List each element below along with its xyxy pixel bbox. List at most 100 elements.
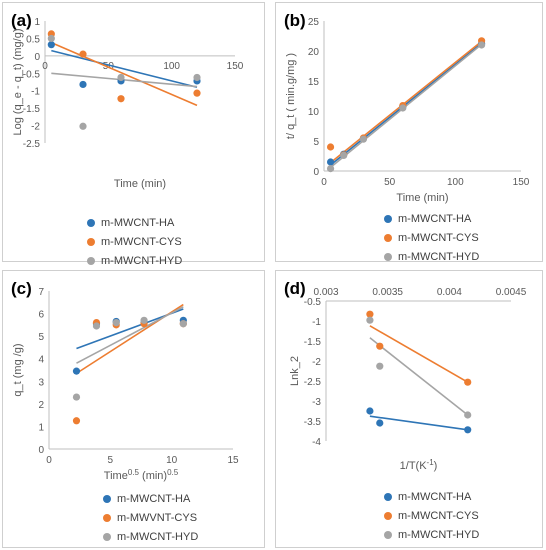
legend-item: m-MWCNT-HYD — [384, 247, 479, 266]
y-axis-title: Lnk_2 — [289, 356, 301, 386]
x-tick-label: 0.003 — [313, 287, 338, 298]
legend-marker — [384, 214, 392, 223]
legend-marker — [103, 513, 111, 522]
legend-label: m-MWCNT-HYD — [398, 528, 480, 541]
x-axis-title-part: Time — [104, 470, 128, 482]
chart-panel-c: 7 6 5 4 3 2 1 0 0 5 10 15 q_t (mg /g) Time0.5 (min)0.… — [2, 270, 265, 548]
legend-item: m-MWCNT-HA — [87, 213, 182, 232]
data-point — [366, 310, 374, 318]
y-tick-label: 20 — [308, 47, 320, 58]
data-point — [326, 143, 335, 151]
data-point — [72, 417, 81, 425]
chart-a-svg: 10.50-0.5-1-1.5-2-2.5050100150Log (q_e -… — [12, 17, 244, 190]
y-tick-label: 0 — [38, 445, 44, 456]
data-point — [79, 122, 87, 130]
data-point — [179, 320, 187, 328]
y-tick-label: 10 — [308, 107, 320, 118]
legend-label: m-MWCNT-HYD — [117, 530, 199, 543]
legend-label: m-MWCNT-HA — [101, 216, 175, 229]
y-tick-label: -3.5 — [304, 417, 322, 428]
legend-label: m-MWCNT-CYS — [398, 509, 479, 522]
legend-item: m-MWCNT-HYD — [87, 251, 182, 270]
data-point — [72, 393, 81, 401]
legend-item: m-MWCNT-CYS — [384, 506, 479, 525]
chart-panel-b: 25 20 15 10 5 0 0 50 100 150 t/ q_t ( min.g/mg ) Ti… — [275, 2, 543, 263]
y-tick-label: -4 — [312, 437, 321, 448]
data-point — [366, 407, 374, 415]
legend-item: m-MWCNT-HA — [103, 489, 198, 508]
x-tick-label: 15 — [227, 455, 239, 466]
y-tick-label: -2.5 — [23, 139, 41, 150]
legend-item: m-MWCNT-HYD — [103, 527, 198, 546]
y-tick-label: -2 — [312, 357, 321, 368]
y-tick-label: 0 — [34, 52, 40, 63]
data-point — [376, 419, 384, 427]
legend-item: m-MWCNT-HYD — [384, 525, 479, 544]
y-axis-title: q_t (mg /g) — [12, 343, 24, 396]
legend-label: m-MWVNT-CYS — [117, 511, 198, 524]
x-axis-title: 1/T(K-1) — [400, 458, 438, 472]
y-tick-label: -0.5 — [304, 297, 322, 308]
data-point — [464, 426, 472, 434]
legend-marker — [384, 492, 392, 501]
legend-marker — [384, 233, 392, 242]
x-tick-label: 100 — [447, 177, 464, 188]
data-point — [193, 89, 201, 97]
data-point — [399, 104, 407, 112]
x-axis-title: Time (min) — [396, 192, 448, 204]
legend-marker — [103, 494, 111, 503]
trendline — [51, 41, 198, 107]
panel-label: (a) — [11, 11, 32, 30]
trendline — [369, 337, 469, 416]
data-point — [359, 135, 367, 143]
data-point — [193, 73, 201, 82]
x-tick-label: 150 — [227, 61, 244, 72]
legend-marker — [384, 511, 392, 520]
x-tick-label: 0.0045 — [496, 287, 527, 298]
y-tick-label: -1.5 — [23, 104, 41, 115]
data-point — [376, 342, 384, 350]
y-tick-label: 6 — [38, 310, 44, 321]
x-tick-label: 0 — [46, 455, 52, 466]
data-point — [79, 50, 87, 58]
data-point — [47, 41, 55, 49]
legend-item: m-MWCNT-CYS — [87, 232, 182, 251]
x-tick-label: 10 — [166, 455, 178, 466]
x-tick-label: 100 — [163, 61, 180, 72]
data-point — [92, 322, 101, 330]
chart-panel-a: 10.50-0.5-1-1.5-2-2.5050100150Log (q_e -… — [2, 2, 265, 267]
y-tick-label: -2 — [31, 122, 40, 133]
y-tick-label: 15 — [308, 77, 320, 88]
y-axis-title: t/ q_t ( min.g/mg ) — [285, 53, 297, 139]
data-point — [478, 41, 486, 49]
x-tick-label: 5 — [108, 455, 114, 466]
y-tick-label: -3 — [312, 397, 321, 408]
data-point — [112, 319, 120, 327]
x-axis-title-part: 1/T(K — [400, 460, 428, 472]
legend-label: m-MWCNT-HA — [398, 490, 472, 503]
panel-label: (c) — [11, 279, 32, 298]
trendline — [330, 40, 483, 164]
legend-label: m-MWCNT-HYD — [101, 254, 183, 267]
x-tick-label: 50 — [384, 177, 396, 188]
x-axis-title: Time (min) — [114, 178, 166, 190]
y-tick-label: 1 — [34, 17, 40, 28]
y-axis-title: Log (q_e - q_t) (mg/g) — [12, 29, 24, 136]
x-tick-label: 0 — [42, 61, 48, 72]
y-tick-label: 3 — [38, 377, 44, 388]
data-point — [117, 73, 125, 82]
x-axis-title-part: (min) — [139, 470, 167, 482]
legend-marker — [87, 218, 95, 227]
data-point — [326, 158, 335, 166]
legend: m-MWCNT-HA m-MWCNT-CYS m-MWCNT-HYD — [87, 213, 182, 270]
data-point — [79, 80, 87, 89]
x-tick-label: 0.0035 — [372, 287, 403, 298]
x-tick-label: 150 — [513, 177, 530, 188]
legend-marker — [103, 532, 111, 541]
data-point — [140, 316, 148, 324]
trendline — [51, 49, 198, 89]
data-point — [117, 95, 125, 103]
data-point — [47, 34, 55, 43]
y-tick-label: 25 — [308, 17, 320, 28]
